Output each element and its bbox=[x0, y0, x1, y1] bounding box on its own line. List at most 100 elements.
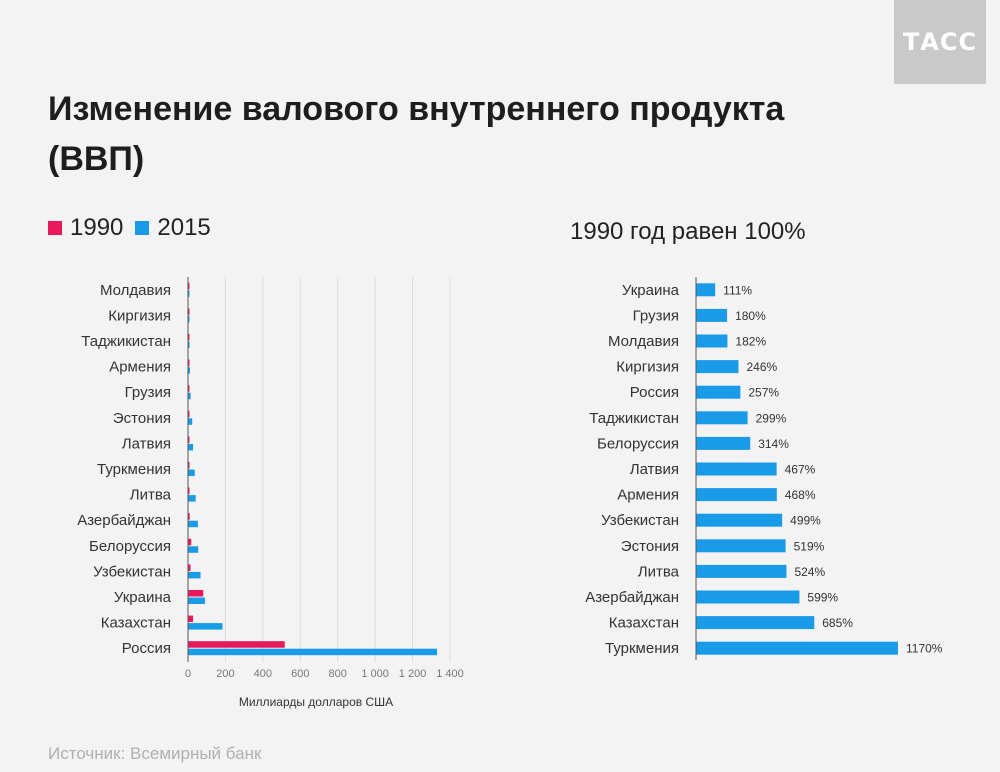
left-bar-2015 bbox=[188, 290, 190, 297]
right-category-label: Киргизия bbox=[616, 359, 679, 376]
left-x-tick-label: 1 000 bbox=[361, 668, 389, 680]
right-category-label: Эстония bbox=[621, 538, 679, 555]
right-bar bbox=[696, 385, 741, 399]
right-value-label: 499% bbox=[790, 514, 821, 528]
left-category-label: Туркмения bbox=[97, 461, 171, 478]
left-category-label: Россия bbox=[122, 640, 171, 657]
right-value-label: 246% bbox=[746, 360, 777, 374]
right-bar bbox=[696, 411, 748, 425]
left-x-tick-label: 400 bbox=[254, 668, 272, 680]
left-category-label: Грузия bbox=[125, 384, 171, 401]
right-value-label: 519% bbox=[794, 539, 825, 553]
left-category-label: Таджикистан bbox=[81, 333, 171, 350]
right-chart-title: 1990 год равен 100% bbox=[570, 218, 806, 245]
left-category-label: Украина bbox=[114, 589, 172, 606]
right-category-label: Узбекистан bbox=[601, 512, 679, 529]
left-category-label: Узбекистан bbox=[93, 563, 171, 580]
left-bar-1990 bbox=[188, 641, 285, 648]
right-category-label: Грузия bbox=[633, 307, 679, 324]
right-value-label: 524% bbox=[794, 565, 825, 579]
left-bar-2015 bbox=[188, 341, 190, 348]
left-chart-x-axis-label: Миллиарды долларов США bbox=[238, 695, 394, 709]
left-x-tick-label: 0 bbox=[185, 668, 191, 680]
left-category-label: Азербайджан bbox=[77, 512, 171, 529]
right-category-label: Молдавия bbox=[608, 333, 679, 350]
right-bar bbox=[696, 334, 728, 348]
chart-legend: 1990 2015 bbox=[48, 214, 223, 242]
left-category-label: Латвия bbox=[122, 435, 171, 452]
left-bar-2015 bbox=[188, 623, 223, 630]
right-bar bbox=[696, 564, 787, 578]
left-category-label: Молдавия bbox=[100, 282, 171, 299]
legend-item-1990: 1990 bbox=[48, 214, 123, 242]
left-bar-1990 bbox=[188, 334, 190, 341]
left-bar-2015 bbox=[188, 546, 199, 553]
right-category-label: Таджикистан bbox=[589, 410, 679, 427]
left-bar-1990 bbox=[188, 487, 190, 495]
right-value-label: 467% bbox=[785, 463, 816, 477]
right-bar bbox=[696, 641, 898, 655]
left-bar-2015 bbox=[188, 367, 190, 374]
right-category-label: Казахстан bbox=[609, 615, 679, 632]
right-value-label: 111% bbox=[723, 283, 752, 297]
left-bar-2015 bbox=[188, 315, 190, 323]
right-value-label: 314% bbox=[758, 437, 789, 451]
left-bar-1990 bbox=[188, 538, 192, 546]
right-bar bbox=[696, 488, 777, 502]
right-category-label: Латвия bbox=[630, 461, 679, 478]
right-bar bbox=[696, 360, 739, 374]
left-category-label: Эстония bbox=[113, 410, 171, 427]
page-title: Изменение валового внутреннего продукта … bbox=[48, 90, 785, 178]
left-bar-2015 bbox=[188, 648, 438, 656]
left-bar-1990 bbox=[188, 410, 190, 418]
right-category-label: Армения bbox=[617, 487, 679, 504]
right-bar bbox=[696, 616, 815, 630]
left-bar-1990 bbox=[188, 308, 190, 315]
legend-swatch-1990 bbox=[48, 221, 62, 235]
left-bar-2015 bbox=[188, 443, 194, 451]
left-category-label: Киргизия bbox=[108, 307, 171, 324]
right-bar bbox=[696, 308, 728, 322]
right-category-label: Россия bbox=[630, 384, 679, 401]
right-bar bbox=[696, 462, 777, 476]
right-value-label: 180% bbox=[735, 309, 766, 323]
left-bar-1990 bbox=[188, 385, 190, 392]
right-category-label: Туркмения bbox=[605, 640, 679, 657]
left-bar-1990 bbox=[188, 359, 190, 367]
legend-label-2015: 2015 bbox=[157, 214, 211, 241]
left-bar-1990 bbox=[188, 615, 194, 623]
right-value-label: 182% bbox=[735, 335, 766, 349]
left-bar-1990 bbox=[188, 513, 190, 520]
legend-label-1990: 1990 bbox=[70, 214, 124, 241]
left-x-tick-label: 800 bbox=[329, 668, 347, 680]
left-category-label: Казахстан bbox=[101, 615, 171, 632]
left-x-tick-label: 600 bbox=[291, 668, 309, 680]
right-bar bbox=[696, 590, 800, 604]
right-category-label: Литва bbox=[638, 563, 680, 580]
right-bar bbox=[696, 436, 751, 450]
left-bar-2015 bbox=[188, 392, 191, 400]
tass-logo: ТАСС bbox=[894, 0, 986, 84]
right-category-label: Украина bbox=[622, 282, 680, 299]
left-x-tick-label: 1 200 bbox=[399, 668, 427, 680]
right-value-label: 299% bbox=[756, 411, 787, 425]
right-value-label: 599% bbox=[807, 591, 838, 605]
left-bar-1990 bbox=[188, 590, 204, 597]
right-value-label: 468% bbox=[785, 488, 816, 502]
left-x-tick-label: 200 bbox=[216, 668, 234, 680]
left-bar-1990 bbox=[188, 462, 190, 469]
source-note: Источник: Всемирный банк bbox=[48, 744, 262, 763]
left-bar-2015 bbox=[188, 597, 205, 604]
right-bar bbox=[696, 513, 783, 527]
right-value-label: 685% bbox=[822, 616, 853, 630]
left-bar-2015 bbox=[188, 469, 195, 476]
legend-item-2015: 2015 bbox=[135, 214, 211, 242]
left-x-tick-label: 1 400 bbox=[436, 668, 464, 680]
left-bar-1990 bbox=[188, 564, 191, 571]
right-bar bbox=[696, 283, 716, 297]
right-category-label: Белоруссия bbox=[597, 435, 679, 452]
left-category-label: Армения bbox=[109, 359, 171, 376]
left-bar-1990 bbox=[188, 436, 190, 443]
left-bar-1990 bbox=[188, 282, 190, 290]
